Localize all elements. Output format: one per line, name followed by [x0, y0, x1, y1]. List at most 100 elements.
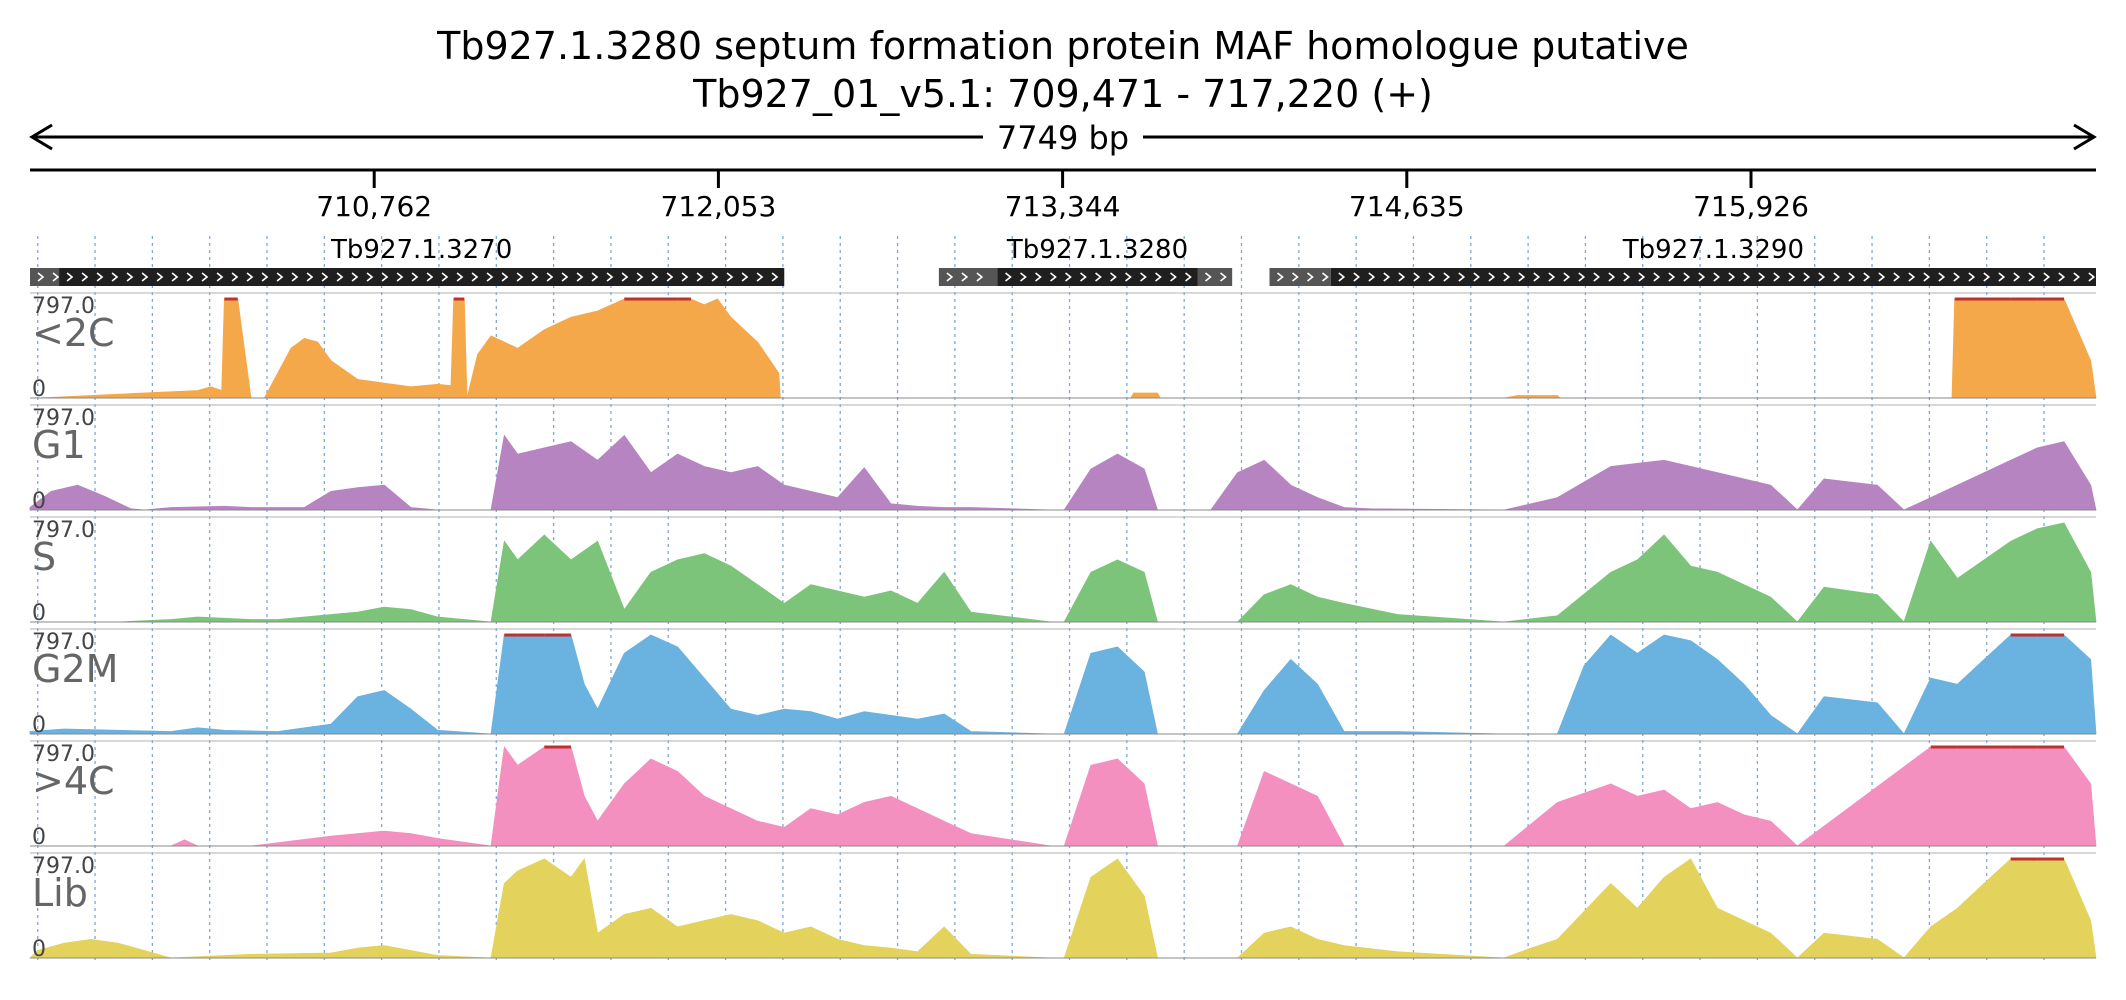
strand-chevron	[1818, 272, 1826, 282]
gene-cds	[997, 268, 1198, 286]
strand-chevron	[1623, 272, 1631, 282]
strand-chevron	[1923, 272, 1931, 282]
strand-chevron	[1080, 272, 1087, 282]
strand-chevron	[1668, 272, 1676, 282]
strand-chevron	[1848, 272, 1856, 282]
strand-chevron	[306, 272, 314, 282]
strand-chevron	[1998, 272, 2006, 282]
strand-chevron	[2088, 272, 2096, 282]
track-name-label: <2C	[32, 311, 115, 355]
track-name-label: S	[32, 535, 56, 579]
strand-chevron	[1020, 272, 1027, 282]
gene-label: Tb927.1.3270	[330, 235, 512, 265]
strand-chevron	[1383, 272, 1391, 282]
track-ymin-label: 0	[32, 937, 46, 962]
coverage-area	[30, 745, 2097, 847]
strand-chevron	[1713, 272, 1721, 282]
strand-chevron	[531, 272, 539, 282]
strand-chevron	[961, 272, 969, 282]
strand-chevron	[576, 272, 584, 282]
strand-chevron	[1953, 272, 1961, 282]
strand-chevron	[546, 272, 554, 282]
track-ymax-label: 797.0	[32, 294, 95, 319]
strand-chevron	[1893, 272, 1901, 282]
coverage-tracks: 797.0<2C0797.0G10797.0S0797.0G2M0797.0>4…	[29, 292, 2097, 962]
track-ymax-label: 797.0	[32, 518, 95, 543]
strand-chevron	[1306, 272, 1314, 282]
coverage-track: 797.0<2C 0	[30, 292, 2097, 402]
strand-chevron	[2058, 272, 2066, 282]
strand-chevron	[1683, 272, 1691, 282]
strand-chevron	[156, 272, 164, 282]
strand-chevron	[52, 272, 60, 282]
strand-chevron	[516, 272, 524, 282]
axis-tick-label: 713,344	[1005, 190, 1121, 223]
strand-chevron	[621, 272, 629, 282]
strand-chevron	[1548, 272, 1556, 282]
strand-chevron	[1503, 272, 1511, 282]
strand-chevron	[456, 272, 464, 282]
coverage-area	[29, 434, 2097, 511]
strand-chevron	[186, 272, 194, 282]
strand-chevron	[726, 272, 734, 282]
gene-cds	[59, 268, 785, 286]
strand-chevron	[1110, 272, 1117, 282]
strand-chevron	[396, 272, 404, 282]
strand-chevron	[1035, 272, 1042, 282]
strand-chevron	[1458, 272, 1466, 282]
strand-chevron	[946, 272, 954, 282]
strand-chevron	[1473, 272, 1481, 282]
strand-chevron	[1653, 272, 1661, 282]
strand-chevron	[1276, 272, 1284, 282]
strand-chevron	[1005, 272, 1012, 282]
strand-chevron	[1428, 272, 1436, 282]
chart-subtitle-locus: Tb927_01_v5.1: 709,471 - 717,220 (+)	[693, 72, 1433, 116]
strand-chevron	[696, 272, 704, 282]
strand-chevron	[1773, 272, 1781, 282]
strand-chevron	[37, 272, 45, 282]
track-ymin-label: 0	[32, 825, 46, 850]
strand-chevron	[1140, 272, 1147, 282]
strand-chevron	[1125, 272, 1132, 282]
track-ymax-label: 797.0	[32, 406, 95, 431]
strand-chevron	[636, 272, 644, 282]
strand-chevron	[261, 272, 269, 282]
strand-chevron	[1863, 272, 1871, 282]
strand-chevron	[2013, 272, 2021, 282]
coverage-area	[30, 522, 2097, 623]
strand-chevron	[666, 272, 674, 282]
strand-chevron	[711, 272, 719, 282]
strand-chevron	[351, 272, 359, 282]
strand-chevron	[741, 272, 749, 282]
track-name-label: G2M	[32, 647, 118, 691]
strand-chevron	[441, 272, 449, 282]
strand-chevron	[1155, 272, 1162, 282]
strand-chevron	[96, 272, 104, 282]
strand-chevron	[2028, 272, 2036, 282]
strand-chevron	[1050, 272, 1057, 282]
axis-tick-label: 712,053	[661, 190, 777, 223]
axis-tick-label: 710,762	[316, 190, 432, 223]
track-ymin-label: 0	[32, 377, 46, 402]
strand-chevron	[1170, 272, 1177, 282]
span-length-label: 7749 bp	[997, 119, 1129, 157]
strand-chevron	[1368, 272, 1376, 282]
strand-chevron	[1533, 272, 1541, 282]
coverage-area	[29, 634, 2097, 735]
strand-chevron	[1983, 272, 1991, 282]
track-ymax-label: 797.0	[32, 630, 95, 655]
strand-chevron	[201, 272, 209, 282]
coverage-area	[30, 298, 2097, 399]
coordinate-ticks: 710,762 712,053 713,344 714,635 715,926	[316, 170, 1809, 223]
strand-chevron	[2073, 272, 2081, 282]
axis-tick-label: 715,926	[1693, 190, 1809, 223]
track-name-label: Lib	[32, 871, 88, 915]
strand-chevron	[756, 272, 764, 282]
strand-chevron	[501, 272, 509, 282]
strand-chevron	[1908, 272, 1916, 282]
strand-chevron	[1743, 272, 1751, 282]
strand-chevron	[426, 272, 434, 282]
